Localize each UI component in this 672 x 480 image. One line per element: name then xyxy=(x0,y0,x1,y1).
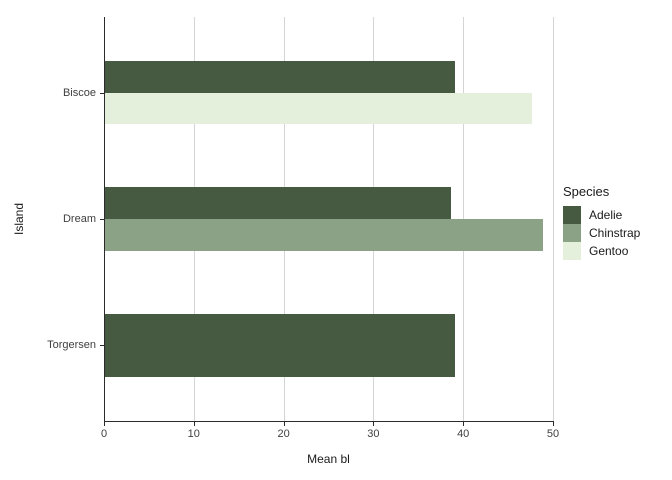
bar-dream-chinstrap xyxy=(105,219,544,251)
x-axis-title: Mean bl xyxy=(307,452,350,466)
x-label-50: 50 xyxy=(546,428,560,440)
x-tick-50 xyxy=(553,422,554,426)
legend-entries: Adelie Chinstrap Gentoo xyxy=(563,206,640,260)
legend-swatch-gentoo xyxy=(563,242,581,260)
x-label-30: 30 xyxy=(367,428,380,440)
x-label-20: 20 xyxy=(277,428,290,440)
legend-label-adelie: Adelie xyxy=(589,208,623,222)
legend-swatch-adelie xyxy=(563,206,581,224)
x-tick-0 xyxy=(104,422,105,426)
legend-swatch-chinstrap xyxy=(563,224,581,242)
x-label-40: 40 xyxy=(457,428,470,440)
x-label-0: 0 xyxy=(100,428,108,440)
legend-entry-adelie: Adelie xyxy=(563,206,640,224)
x-tick-10 xyxy=(193,422,195,426)
x-tick-40 xyxy=(463,422,465,426)
bar-biscoe-adelie xyxy=(105,61,456,93)
legend-entry-gentoo: Gentoo xyxy=(563,242,640,260)
legend-label-chinstrap: Chinstrap xyxy=(589,226,641,240)
bar-torgersen-adelie xyxy=(105,313,455,377)
y-tick-torgersen xyxy=(100,345,104,347)
gridline-x-50 xyxy=(553,17,554,421)
x-tick-30 xyxy=(373,422,375,426)
legend-entry-chinstrap: Chinstrap xyxy=(563,224,640,242)
plot-panel xyxy=(104,17,554,422)
y-tick-biscoe xyxy=(100,92,104,94)
y-label-torgersen: Torgersen xyxy=(47,339,96,352)
legend: Species Adelie Chinstrap Gentoo xyxy=(563,184,640,260)
y-label-dream: Dream xyxy=(62,213,96,225)
x-label-10: 10 xyxy=(187,428,200,440)
y-tick-dream xyxy=(100,219,104,220)
x-tick-20 xyxy=(283,422,285,426)
y-label-biscoe: Biscoe xyxy=(62,86,96,99)
bar-dream-adelie xyxy=(105,187,451,219)
bar-biscoe-gentoo xyxy=(105,92,532,125)
legend-label-gentoo: Gentoo xyxy=(589,244,629,258)
legend-title: Species xyxy=(563,184,610,199)
